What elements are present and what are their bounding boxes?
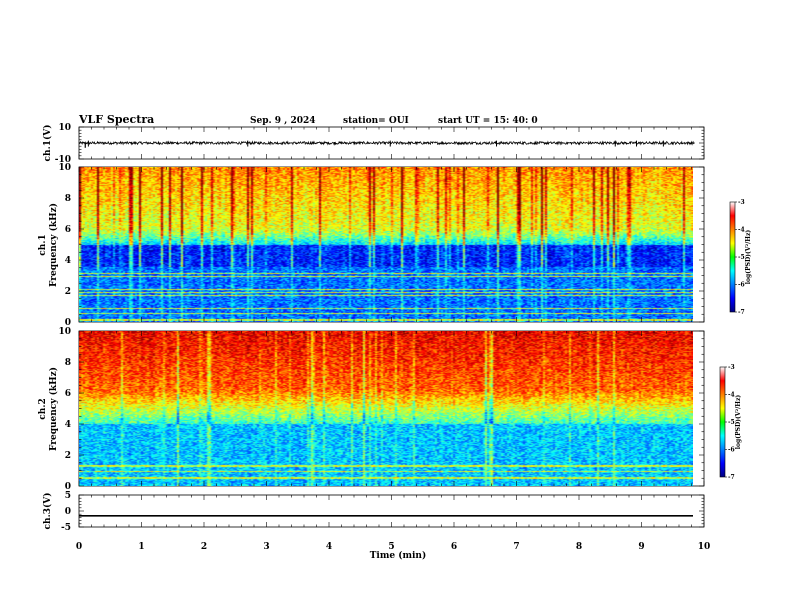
ch3-waveform-ylabel: ch.3(V) xyxy=(42,493,53,530)
header-start-time: start UT = 15: 40: 0 xyxy=(438,116,538,126)
freq-ytick-label: 4 xyxy=(65,420,71,430)
x-tick-label: 3 xyxy=(263,542,269,552)
panel-ch2-spectrogram: 0 2 4 6 8 10 ch.2 Frequency (kHz) xyxy=(38,327,705,492)
ch3-ytick-label: 5 xyxy=(65,491,71,501)
x-axis-tick-labels: 0 1 2 3 4 5 6 7 8 9 10 xyxy=(76,542,710,552)
ch1-colorbar-ticks: -3 -4 -5 -6 -7 xyxy=(735,199,745,316)
ch3-waveform-frame xyxy=(78,494,705,528)
x-axis-label: Time (min) xyxy=(370,550,427,561)
x-tick-label: 5 xyxy=(388,542,394,552)
ch1-ytick-label: 10 xyxy=(58,123,71,133)
colorbar-tick-label: -5 xyxy=(738,254,745,261)
x-tick-label: 7 xyxy=(513,542,519,552)
panel-ch1-waveform: 10 -10 ch.1(V) xyxy=(42,123,705,165)
header-station: station= OUI xyxy=(343,116,409,126)
x-tick-label: 2 xyxy=(201,542,207,552)
freq-ytick-label: 10 xyxy=(58,327,71,337)
colorbar-tick-label: -4 xyxy=(738,227,745,234)
freq-ytick-label: 2 xyxy=(65,287,71,297)
x-tick-label: 1 xyxy=(138,542,144,552)
header-date: Sep. 9 , 2024 xyxy=(250,116,316,126)
freq-ytick-label: 8 xyxy=(65,194,71,204)
ch3-ytick-label: 0 xyxy=(65,507,71,517)
x-tick-label: 6 xyxy=(451,542,457,552)
ch2-spectrogram-ticks xyxy=(78,330,705,487)
colorbar-tick-label: -4 xyxy=(728,392,735,399)
freq-ytick-label: 0 xyxy=(65,482,71,492)
ch2-colorbar: -3 -4 -5 -6 -7 log(PSD)(V²/Hz) xyxy=(719,364,742,481)
ch2-colorbar-ticks: -3 -4 -5 -6 -7 xyxy=(725,364,735,481)
ch1-frequency-label: Frequency (kHz) xyxy=(48,203,59,287)
colorbar-tick-label: -3 xyxy=(728,364,735,371)
freq-ytick-label: 6 xyxy=(65,225,71,235)
x-tick-label: 0 xyxy=(76,542,82,552)
ch1-colorbar: -3 -4 -5 -6 -7 log(PSD)(V²/Hz) xyxy=(729,199,752,316)
colorbar-tick-label: -6 xyxy=(728,447,735,454)
freq-ytick-label: 4 xyxy=(65,256,71,266)
x-tick-label: 9 xyxy=(638,542,644,552)
ch3-waveform-ticks xyxy=(78,494,705,528)
freq-ytick-label: 6 xyxy=(65,389,71,399)
freq-ytick-label: 2 xyxy=(65,451,71,461)
figure-title: VLF Spectra xyxy=(78,113,154,126)
colorbar-tick-label: -7 xyxy=(728,474,735,481)
freq-ytick-label: 8 xyxy=(65,358,71,368)
ch1-channel-label: ch.1 xyxy=(38,234,48,255)
colorbar-tick-label: -5 xyxy=(728,419,735,426)
x-tick-label: 8 xyxy=(576,542,582,552)
panel-ch3-waveform: 5 0 -5 ch.3(V) xyxy=(42,491,705,533)
ch1-waveform-ticks xyxy=(78,126,705,160)
ch2-colorbar-label: log(PSD)(V²/Hz) xyxy=(735,395,742,450)
colorbar-tick-label: -7 xyxy=(738,309,745,316)
x-tick-label: 10 xyxy=(698,542,711,552)
ch2-spectrogram-ytick-labels: 0 2 4 6 8 10 xyxy=(58,327,71,492)
ch1-colorbar-gradient xyxy=(729,201,736,313)
ch2-spectrogram-image xyxy=(79,331,693,486)
freq-ytick-label: 0 xyxy=(65,318,71,328)
ch1-spectrogram-ytick-labels: 0 2 4 6 8 10 xyxy=(58,163,71,328)
ch1-spectrogram-ticks xyxy=(78,166,705,323)
ch1-waveform-line xyxy=(78,140,695,146)
ch1-waveform-ylabel: ch.1(V) xyxy=(42,125,53,162)
freq-ytick-label: 10 xyxy=(58,163,71,173)
ch3-ytick-label: -5 xyxy=(61,523,71,533)
x-tick-label: 4 xyxy=(326,542,332,552)
colorbar-tick-label: -3 xyxy=(738,199,745,206)
ch1-colorbar-label: log(PSD)(V²/Hz) xyxy=(745,230,752,285)
ch1-spectrogram-image xyxy=(79,167,693,322)
ch1-waveform-trace xyxy=(78,140,695,148)
ch1-ytick-label: -10 xyxy=(55,155,71,165)
ch2-colorbar-gradient xyxy=(719,366,726,478)
panel-ch1-spectrogram: 0 2 4 6 8 10 ch.1 Frequency (kHz) xyxy=(38,163,705,328)
ch2-frequency-label: Frequency (kHz) xyxy=(48,367,59,451)
ch2-channel-label: ch.2 xyxy=(38,398,48,419)
colorbar-tick-label: -6 xyxy=(738,282,745,289)
